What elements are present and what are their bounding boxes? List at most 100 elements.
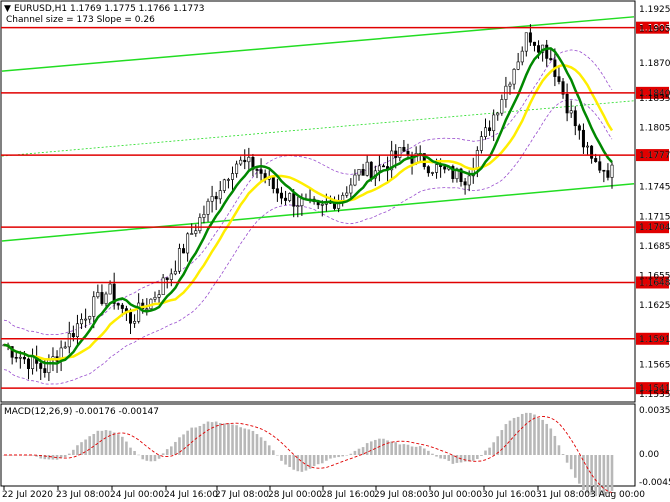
macd-bar	[512, 417, 516, 455]
price-tick-label: 1.1648	[639, 278, 670, 288]
macd-bar	[357, 448, 361, 455]
macd-bar	[190, 427, 194, 455]
macd-bar	[606, 455, 610, 494]
candle-body	[479, 136, 483, 151]
candle-body	[288, 193, 292, 201]
macd-bar	[504, 424, 508, 455]
time-tick-label: 27 Jul 08:00	[215, 490, 269, 500]
candle-body	[381, 165, 385, 168]
symbol-header: EURUSD,H1 1.1769 1.1775 1.1766 1.1773	[14, 4, 205, 14]
price-tick-label: 1.1704	[639, 223, 670, 233]
candle-body	[116, 303, 120, 306]
macd-bar	[586, 455, 589, 494]
macd-bar	[312, 455, 316, 467]
candle-body	[581, 129, 585, 148]
candle-body	[357, 169, 361, 176]
candle-body	[84, 318, 88, 321]
macd-bar	[223, 423, 226, 455]
candle-body	[198, 217, 202, 232]
macd-bar	[496, 436, 500, 455]
macd-bar	[467, 455, 471, 462]
macd-bar	[267, 445, 271, 455]
candle-body	[112, 283, 116, 304]
candle-body	[459, 168, 463, 183]
candle-body	[361, 169, 365, 176]
level-tag-label: 1.1541	[639, 384, 670, 394]
price-tick-label: 1.1745	[639, 183, 670, 193]
macd-bar	[500, 430, 504, 455]
candle-body	[67, 333, 71, 348]
macd-bar	[174, 441, 177, 455]
candle-body	[10, 346, 14, 358]
level-tag	[636, 332, 669, 345]
macd-bar	[296, 455, 300, 472]
macd-bar	[88, 436, 91, 455]
macd-bar	[206, 421, 210, 455]
macd-bar	[10, 455, 14, 456]
macd-bar	[557, 445, 561, 455]
candle-body	[190, 233, 194, 235]
macd-bar	[463, 455, 467, 462]
macd-bar	[304, 455, 308, 471]
level-tag	[636, 149, 669, 162]
macd-bar	[414, 446, 418, 455]
candle-body	[435, 164, 439, 173]
macd-bar	[402, 444, 406, 455]
macd-bar	[598, 455, 602, 496]
macd-bar	[133, 451, 136, 455]
price-tick-label: 1.1565	[639, 360, 670, 370]
macd-bar	[218, 422, 222, 455]
macd-bar	[492, 442, 495, 455]
macd-bar	[529, 412, 532, 455]
candle-body	[161, 277, 165, 295]
candle-body	[14, 357, 18, 359]
macd-bar	[333, 455, 336, 458]
channel-middle-line	[1, 100, 635, 157]
candle-body	[451, 166, 455, 179]
candle-body	[108, 283, 112, 295]
macd-bar	[325, 455, 328, 461]
time-tick-label: 24 Jul 16:00	[164, 490, 218, 500]
macd-bar	[27, 455, 30, 456]
macd-bar	[292, 455, 296, 470]
channel-lower-line	[1, 182, 635, 242]
level-tag	[636, 21, 669, 34]
macd-bar	[569, 455, 573, 470]
support-resistance-levels: 1.1906 1.1840 1.1777 1.1704 1.1648 1.1591 1.15…	[1, 21, 670, 395]
candle-body	[235, 163, 239, 174]
macd-bar	[365, 443, 369, 455]
candle-body	[128, 311, 132, 324]
candle-body	[239, 159, 243, 165]
candle-body	[284, 197, 288, 201]
macd-bar	[227, 423, 230, 455]
macd-bar	[157, 455, 161, 459]
macd-bar	[476, 455, 479, 460]
macd-bar	[108, 430, 112, 455]
candle-body	[259, 169, 263, 174]
candle-body	[573, 110, 577, 127]
macd-bar	[537, 417, 540, 455]
candle-body	[214, 196, 218, 200]
slow-moving-average	[3, 63, 614, 361]
macd-bar	[549, 428, 553, 455]
macd-bar	[455, 455, 459, 463]
macd-bar	[92, 434, 96, 455]
envelope-bands	[3, 49, 613, 385]
macd-signal-line	[4, 415, 613, 494]
time-tick-label: 23 Jul 08:00	[56, 490, 110, 500]
macd-bar	[243, 428, 247, 455]
macd-bar	[553, 435, 557, 455]
candle-body	[169, 273, 173, 280]
candle-body	[243, 159, 247, 163]
channel-upper-line	[1, 16, 635, 72]
candle-body	[598, 161, 602, 171]
candle-body	[586, 145, 590, 148]
macd-bar	[263, 440, 267, 455]
time-tick-label: 28 Jul 16:00	[321, 490, 375, 500]
price-tick-label: 1.1805	[639, 123, 670, 133]
macd-bar	[55, 455, 59, 460]
macd-bar	[316, 455, 320, 465]
candle-body	[292, 193, 296, 207]
candle-body	[520, 50, 524, 63]
